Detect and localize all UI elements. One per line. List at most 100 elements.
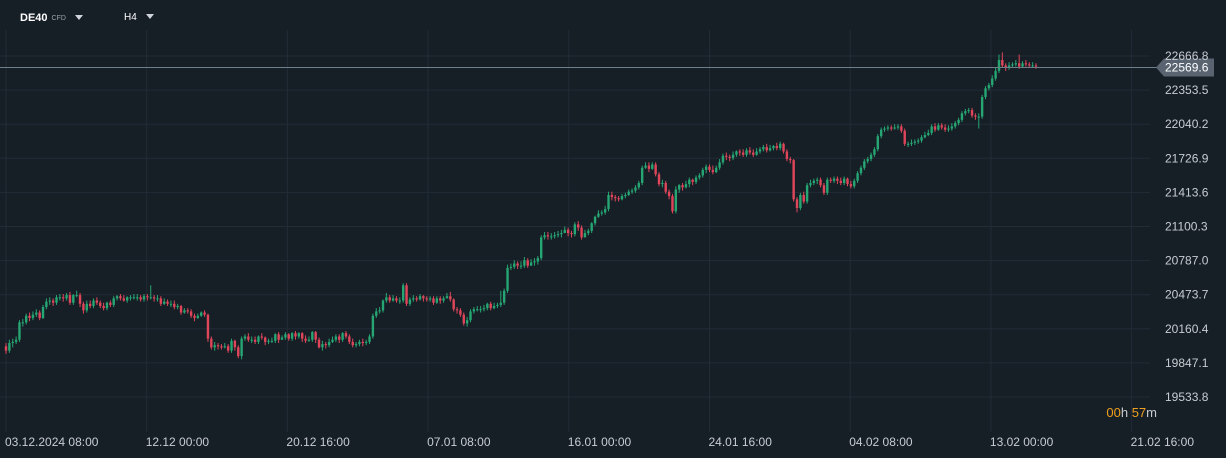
candle <box>876 134 879 152</box>
candle-body <box>819 179 822 186</box>
candle <box>391 295 395 302</box>
y-tick-label: 21413.6 <box>1165 185 1209 199</box>
candle <box>196 313 200 320</box>
candle-body <box>667 191 671 197</box>
candle-body <box>75 295 78 297</box>
candle <box>11 338 14 348</box>
candle-body <box>573 224 577 235</box>
candle <box>247 333 250 342</box>
candle <box>748 147 752 155</box>
candle-body <box>765 147 768 151</box>
candle-body <box>701 169 704 176</box>
candle-body <box>943 127 947 130</box>
candle-body <box>159 298 163 304</box>
candle <box>136 294 139 301</box>
candle <box>523 257 526 268</box>
candle-body <box>99 302 102 306</box>
candle <box>401 283 405 303</box>
candle-body <box>55 297 58 303</box>
candle-body <box>58 297 62 299</box>
candle-body <box>304 338 307 341</box>
candle <box>863 159 866 170</box>
candle <box>997 54 1001 74</box>
candle-body <box>368 336 371 342</box>
candle-body <box>452 299 455 310</box>
candle <box>940 123 943 130</box>
candle <box>38 310 41 321</box>
candle <box>304 335 307 343</box>
candle <box>95 297 99 305</box>
candle-body <box>839 180 842 183</box>
candle <box>179 304 183 315</box>
candle-body <box>674 189 678 212</box>
candle <box>186 308 189 314</box>
candle <box>957 117 960 126</box>
candle <box>974 113 977 120</box>
candle <box>987 82 991 91</box>
candle-body <box>459 310 462 315</box>
candle-body <box>688 179 691 185</box>
countdown-minutes: 57 <box>1131 405 1147 420</box>
candle <box>741 149 745 157</box>
candle-body <box>681 185 684 188</box>
candle-countdown: 00h 57m <box>1106 405 1157 420</box>
candle <box>701 167 704 178</box>
candle <box>465 316 469 327</box>
candle-body <box>634 187 637 191</box>
candle-body <box>826 179 829 193</box>
candle-body <box>738 151 741 153</box>
candle <box>980 94 984 119</box>
candle <box>102 302 105 311</box>
y-tick-label: 20160.4 <box>1165 322 1209 336</box>
candle-body <box>274 334 277 341</box>
candle <box>1031 62 1034 68</box>
candle-body <box>947 128 950 130</box>
candle-body <box>789 159 792 161</box>
candle <box>425 296 428 302</box>
candle-body <box>900 126 903 131</box>
candle <box>829 177 832 183</box>
candle <box>758 147 762 154</box>
candle-body <box>465 320 469 324</box>
candle <box>14 336 18 345</box>
candle-body <box>375 311 378 316</box>
candle-body <box>62 297 65 299</box>
candle <box>610 191 614 201</box>
candle <box>270 337 274 343</box>
candle <box>122 295 126 302</box>
candle-body <box>196 315 200 318</box>
candle <box>99 300 102 309</box>
candle <box>422 295 425 302</box>
candle <box>593 215 597 226</box>
candle <box>18 320 21 342</box>
candle <box>395 296 398 303</box>
candle-body <box>449 296 452 300</box>
candle-body <box>1004 65 1007 68</box>
candle-body <box>846 178 849 185</box>
candle <box>142 294 146 302</box>
candle <box>428 296 432 302</box>
candle <box>627 189 630 197</box>
candle <box>230 338 233 353</box>
candle <box>762 144 765 152</box>
candle <box>890 125 893 131</box>
candle-body <box>250 339 253 341</box>
candle <box>644 162 647 169</box>
candle-body <box>482 308 486 310</box>
timeframe-selector[interactable]: H4 <box>124 12 154 23</box>
candle-body <box>745 150 748 155</box>
candle-body <box>388 297 391 301</box>
candle-body <box>637 182 641 188</box>
candle <box>297 332 301 339</box>
candle-body <box>51 300 55 303</box>
candle-body <box>543 235 546 238</box>
candle-body <box>220 346 223 348</box>
candle-body <box>556 234 560 236</box>
candle-body <box>243 336 247 339</box>
candle-body <box>741 152 745 155</box>
candle-body <box>189 311 193 316</box>
symbol-selector[interactable]: DE40 CFD <box>20 12 83 24</box>
candle <box>233 339 237 351</box>
candle-body <box>361 341 364 343</box>
